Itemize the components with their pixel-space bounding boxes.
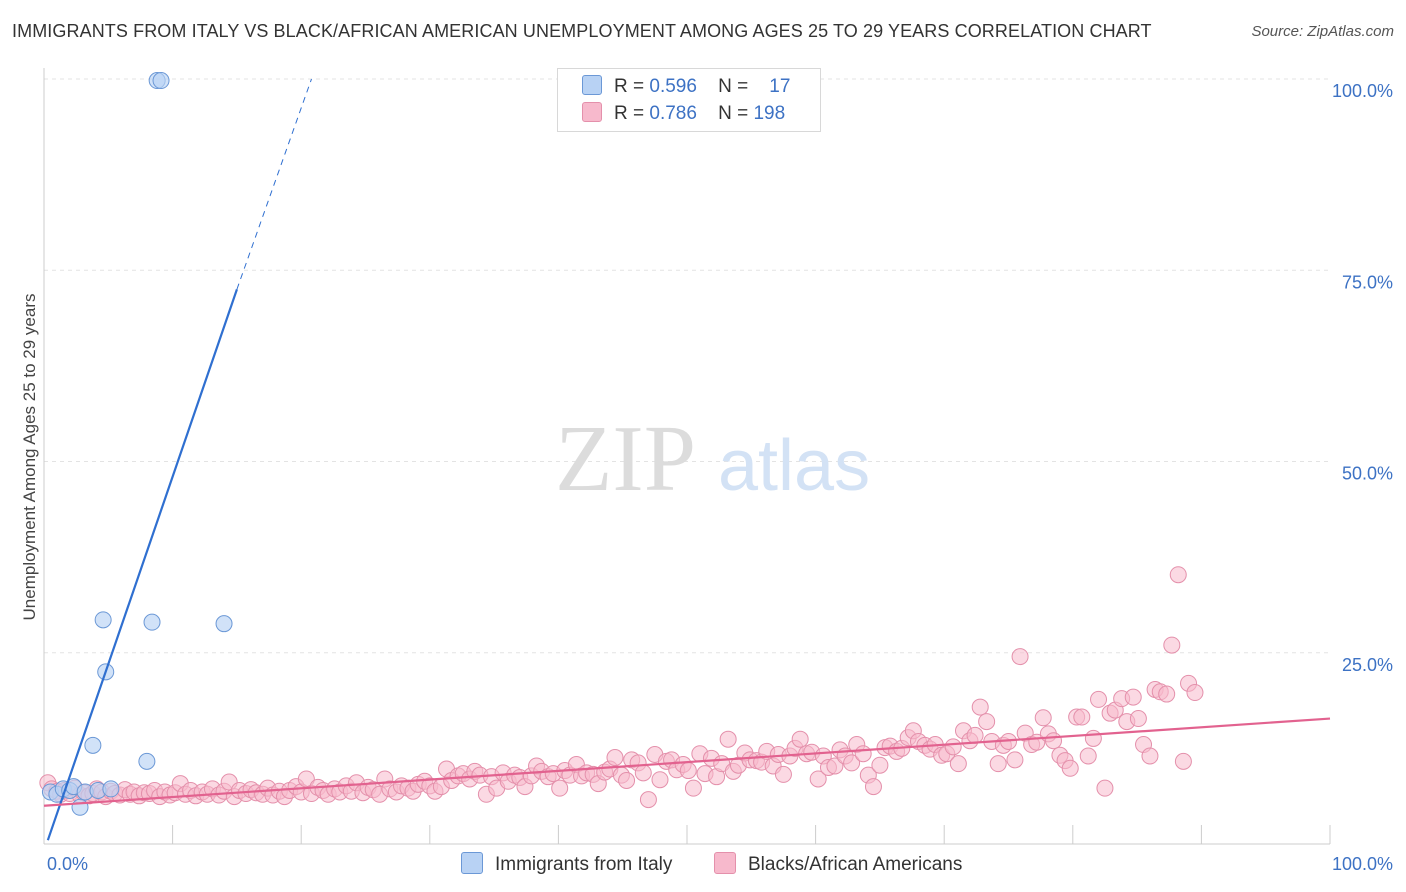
data-point-black [651, 771, 669, 789]
series-legend: Immigrants from Italy Blacks/African Ame… [0, 852, 1406, 878]
data-point-black [944, 738, 962, 756]
legend-swatch-black [582, 102, 602, 122]
data-point-black [618, 772, 636, 790]
legend-item-black[interactable]: Blacks/African Americans [714, 852, 962, 876]
x-tick-label: 100.0% [1332, 854, 1393, 874]
trend-line-italy-extension [236, 78, 312, 290]
legend-r-italy: 0.596 [649, 76, 697, 97]
data-point-black [1141, 747, 1159, 765]
y-tick-label: 100.0% [1332, 81, 1393, 101]
data-point-italy [94, 611, 112, 629]
data-point-black [1084, 729, 1102, 747]
y-tick-label: 75.0% [1342, 272, 1393, 292]
data-point-black [1174, 752, 1192, 770]
legend-row-black: R = 0.786 N = 198 [582, 102, 785, 128]
data-point-black [826, 757, 844, 775]
trend-line-black [43, 717, 1331, 807]
gridlines [44, 78, 1330, 654]
data-point-black [684, 779, 702, 797]
data-point-black [1061, 759, 1079, 777]
data-point-italy [71, 798, 89, 816]
chart-title: IMMIGRANTS FROM ITALY VS BLACK/AFRICAN A… [12, 21, 1152, 41]
axes [43, 68, 1331, 845]
data-point-black [639, 791, 657, 809]
data-point-black [809, 770, 827, 788]
data-point-black [854, 745, 872, 763]
data-point-black [864, 778, 882, 796]
data-point-black [1034, 709, 1052, 727]
data-point-black [634, 764, 652, 782]
data-point-black [1124, 688, 1142, 706]
source-label: Source: ZipAtlas.com [1251, 23, 1394, 40]
data-point-italy [143, 613, 161, 631]
legend-r-label: R = [614, 103, 645, 124]
data-point-black [1163, 636, 1181, 654]
data-point-black [1006, 751, 1024, 769]
data-point-black [1169, 566, 1187, 584]
data-point-italy [138, 752, 156, 770]
data-point-italy [102, 780, 120, 798]
legend-r-label: R = [614, 76, 645, 97]
data-point-black [719, 730, 737, 748]
x-tick-label: 0.0% [47, 854, 88, 874]
y-tick-label: 25.0% [1342, 655, 1393, 675]
data-point-black [791, 730, 809, 748]
data-point-black [989, 755, 1007, 773]
legend-label-italy: Immigrants from Italy [495, 854, 673, 875]
legend-n-italy: 17 [769, 76, 791, 97]
legend-swatch-black [714, 852, 736, 874]
legend-r-black: 0.786 [649, 103, 697, 124]
data-point-italy [152, 72, 170, 90]
series-italy-points [41, 72, 233, 816]
y-tick-label: 50.0% [1342, 464, 1393, 484]
y-tick-labels: 25.0% 50.0% 75.0% 100.0% [1332, 81, 1393, 675]
data-point-black [843, 754, 861, 772]
data-point-black [966, 726, 984, 744]
data-point-black [978, 713, 996, 731]
data-point-black [971, 698, 989, 716]
legend-row-italy: R = 0.596 N = 17 [582, 75, 790, 101]
x-tick-labels: 0.0% 100.0% [47, 854, 1393, 874]
legend-n-black: 198 [753, 103, 786, 124]
data-point-black [606, 749, 624, 767]
legend-swatch-italy [582, 75, 602, 95]
data-point-black [1079, 747, 1097, 765]
series-black-points [39, 566, 1204, 809]
data-point-italy [215, 615, 233, 633]
data-point-black [1011, 648, 1029, 666]
data-point-black [1090, 690, 1108, 708]
data-point-black [1129, 710, 1147, 728]
legend-n-label: N = [718, 103, 749, 124]
data-point-italy [84, 736, 102, 754]
data-point-black [774, 765, 792, 783]
data-point-black [949, 755, 967, 773]
data-point-black [1045, 732, 1063, 750]
data-point-black [1186, 684, 1204, 702]
trend-lines [43, 78, 1331, 841]
legend-swatch-italy [461, 852, 483, 874]
data-point-black [679, 762, 697, 780]
data-point-black [1096, 779, 1114, 797]
legend-n-label: N = [718, 76, 749, 97]
watermark-atlas: atlas [718, 426, 870, 506]
y-axis-label: Unemployment Among Ages 25 to 29 years [20, 294, 39, 621]
data-point-black [551, 779, 569, 797]
legend-label-black: Blacks/African Americans [748, 854, 963, 875]
correlation-legend: R = 0.596 N = 17 R = 0.786 N = 198 [557, 68, 821, 132]
data-point-black [1158, 685, 1176, 703]
data-point-black [871, 756, 889, 774]
data-point-black [1073, 708, 1091, 726]
legend-item-italy[interactable]: Immigrants from Italy [461, 852, 672, 876]
watermark-zip: ZIP [555, 407, 696, 511]
trend-line-italy [46, 289, 238, 841]
